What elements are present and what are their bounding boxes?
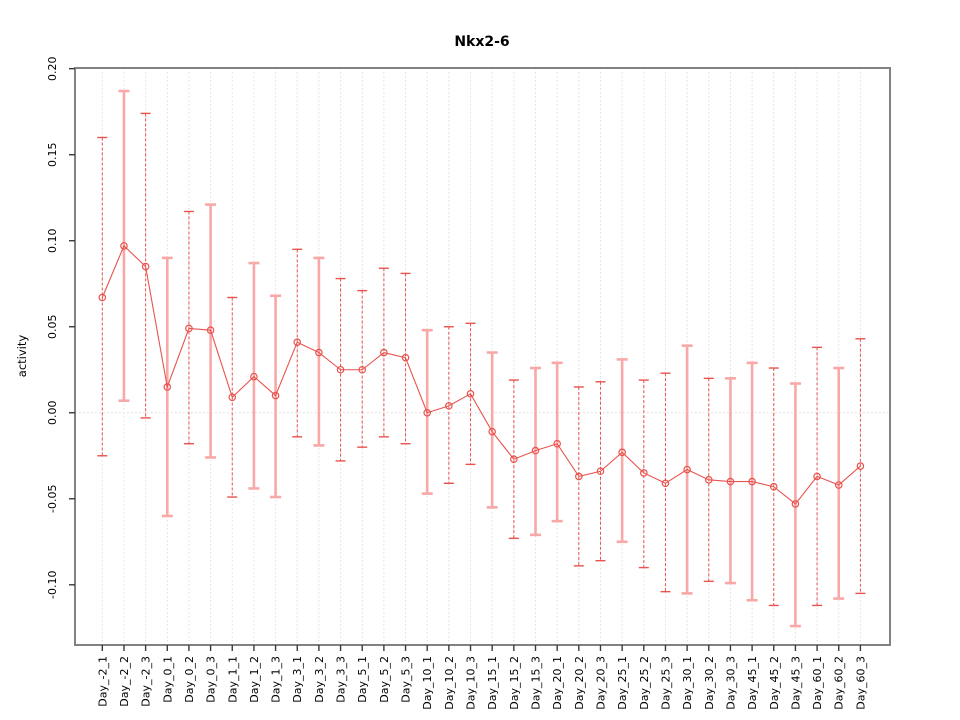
- axes: [69, 67, 891, 651]
- x-tick-label: Day_60_3: [854, 656, 867, 710]
- y-tick-label: 0.15: [46, 142, 59, 167]
- y-tick-label: 0.10: [46, 228, 59, 253]
- x-tick-label: Day_20_1: [551, 656, 564, 710]
- data-points: [98, 242, 865, 508]
- data-point: [856, 462, 865, 470]
- x-tick-label: Day_5_1: [356, 656, 369, 703]
- x-tick-label: Day_20_3: [594, 656, 607, 710]
- x-tick-label: Day_-2_2: [118, 656, 131, 707]
- x-tick-label: Day_3_1: [291, 656, 304, 703]
- series-polyline: [101, 244, 861, 505]
- data-point: [726, 477, 735, 486]
- x-tick-label: Day_5_2: [378, 656, 391, 703]
- y-tick-labels: 0.20 0.15 0.10 0.05 0.00 -0.05 -0.10: [46, 56, 59, 599]
- data-point: [683, 465, 691, 474]
- y-tick-label: 0.00: [46, 401, 59, 426]
- data-point: [423, 408, 432, 417]
- x-tick-label: Day_3_2: [313, 656, 326, 703]
- data-point: [704, 476, 713, 484]
- series-line: [101, 244, 861, 505]
- data-point: [596, 467, 605, 476]
- data-point: [510, 455, 518, 464]
- data-point: [336, 365, 345, 374]
- x-tick-label: Day_10_2: [443, 656, 456, 710]
- y-tick-label: 0.20: [46, 56, 59, 81]
- data-point: [445, 402, 453, 410]
- x-tick-label: Day_10_1: [421, 656, 434, 710]
- x-tick-label: Day_1_1: [226, 656, 239, 703]
- x-tick-label: Day_1_3: [270, 656, 283, 703]
- x-tick-label: Day_45_3: [789, 656, 802, 710]
- data-point: [813, 472, 821, 481]
- data-point: [575, 472, 583, 481]
- data-point: [618, 448, 626, 457]
- data-point: [293, 338, 302, 347]
- data-point: [185, 324, 193, 333]
- data-point: [791, 500, 800, 508]
- x-tick-label: Day_45_1: [746, 656, 759, 710]
- y-tick-label: -0.10: [46, 571, 59, 599]
- x-tick-label: Day_3_3: [335, 656, 348, 703]
- y-axis-label: activity: [15, 335, 29, 378]
- data-point: [466, 390, 475, 398]
- x-tick-label: Day_1_2: [248, 656, 261, 703]
- x-tick-label: Day_0_2: [183, 656, 196, 703]
- x-tick-label: Day_25_1: [616, 656, 629, 710]
- data-point: [315, 348, 323, 357]
- y-tick-label: -0.05: [46, 485, 59, 513]
- x-tick-label: Day_30_1: [681, 656, 694, 710]
- data-point: [98, 293, 107, 302]
- x-tick-label: Day_10_3: [465, 656, 478, 710]
- data-point: [661, 479, 670, 488]
- x-tick-label: Day_-2_1: [96, 656, 109, 707]
- x-tick-label: Day_45_2: [768, 656, 781, 710]
- data-point: [531, 446, 540, 455]
- y-tick-label: 0.05: [46, 314, 59, 339]
- data-point: [401, 353, 410, 362]
- chart-title: Nkx2-6: [454, 34, 509, 50]
- x-tick-label: Day_25_2: [638, 656, 651, 710]
- data-point: [271, 391, 280, 400]
- x-tick-label: Day_15_2: [508, 656, 521, 710]
- x-tick-label: Day_30_3: [724, 656, 737, 710]
- x-tick-label: Day_0_1: [161, 656, 174, 703]
- data-point: [639, 469, 648, 477]
- plot-border: [74, 67, 891, 646]
- x-tick-label: Day_15_3: [530, 656, 543, 710]
- data-point: [769, 482, 778, 491]
- x-tick-label: Day_20_2: [573, 656, 586, 710]
- x-tick-label: Day_5_3: [400, 656, 413, 703]
- data-point: [206, 326, 215, 334]
- x-tick-labels: Day_-2_1 Day_-2_2 Day_-2_3 Day_0_1 Day_0_2 Da…: [96, 656, 867, 710]
- x-tick-label: Day_30_2: [703, 656, 716, 710]
- data-point: [748, 477, 756, 486]
- data-point: [141, 262, 150, 271]
- x-tick-label: Day_60_2: [833, 656, 846, 710]
- data-point: [553, 439, 561, 448]
- data-point: [834, 481, 843, 489]
- x-tick-label: Day_-2_3: [140, 656, 153, 707]
- x-tick-label: Day_15_1: [486, 656, 499, 710]
- error-bars: [97, 89, 866, 628]
- data-point: [380, 348, 388, 357]
- gridlines: [75, 68, 890, 645]
- data-point: [228, 393, 237, 402]
- x-tick-label: Day_0_3: [205, 656, 218, 703]
- data-point: [488, 427, 496, 436]
- data-point: [250, 372, 258, 381]
- x-tick-label: Day_25_3: [659, 656, 672, 710]
- x-tick-label: Day_60_1: [811, 656, 824, 710]
- data-point: [120, 242, 128, 250]
- data-point: [163, 383, 172, 391]
- data-point: [358, 365, 367, 374]
